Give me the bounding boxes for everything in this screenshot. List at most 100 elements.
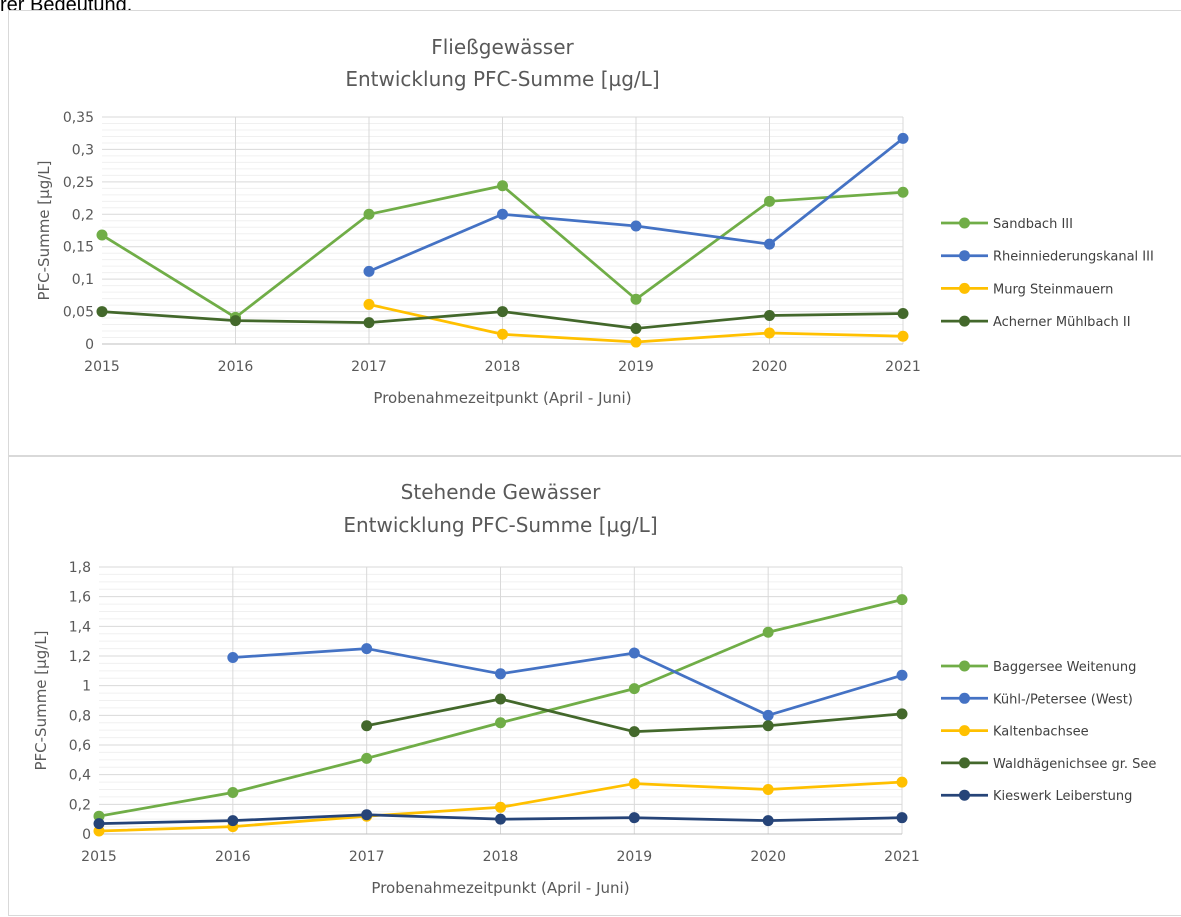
data-point: [497, 306, 508, 318]
x-tick-label: 2018: [483, 849, 519, 865]
series-5: [93, 809, 908, 830]
chart-title: Stehende Gewässer: [401, 480, 601, 504]
data-point: [764, 238, 775, 250]
data-point: [495, 813, 506, 825]
data-point: [628, 647, 640, 659]
y-tick-label: 1,2: [69, 649, 91, 665]
x-tick-label: 2016: [215, 849, 251, 865]
legend-marker: [959, 757, 970, 769]
data-point: [495, 801, 506, 813]
data-point: [96, 229, 108, 241]
legend-entry: Baggersee Weitenung: [941, 660, 1136, 675]
data-point: [628, 683, 640, 695]
legend-label: Acherner Mühlbach II: [993, 315, 1131, 330]
legend-label: Kaltenbachsee: [993, 725, 1089, 740]
data-point: [897, 330, 909, 342]
y-tick-label: 1,4: [69, 619, 91, 635]
chart-subtitle: Entwicklung PFC-Summe [µg/L]: [345, 67, 659, 91]
data-point: [764, 195, 775, 207]
data-point: [227, 815, 239, 827]
data-point: [363, 298, 375, 310]
chart-fliessgewaesser: Fließgewässer Entwicklung PFC-Summe [µg/L…: [35, 35, 1154, 407]
x-tick-label: 2015: [81, 849, 117, 865]
data-point: [93, 818, 105, 830]
x-tick-label: 2015: [84, 359, 120, 375]
legend-entry: Murg Steinmauern: [941, 282, 1113, 297]
y-tick-label: 0,2: [72, 207, 94, 223]
legend-marker: [959, 282, 970, 294]
data-point: [630, 293, 642, 305]
y-tick-label: 0,05: [63, 305, 94, 321]
legend-label: Baggersee Weitenung: [993, 660, 1136, 675]
data-point: [762, 815, 774, 827]
legend-marker: [959, 315, 970, 327]
data-point: [227, 651, 239, 663]
legend-entry: Kühl-/Petersee (West): [941, 692, 1133, 707]
data-point: [897, 186, 909, 198]
data-point: [896, 812, 908, 824]
legend-marker: [959, 725, 970, 737]
data-point: [762, 709, 774, 721]
chart-panel-fliessgewaesser: Fließgewässer Entwicklung PFC-Summe [µg/L…: [8, 10, 1181, 456]
x-tick-label: 2017: [351, 359, 387, 375]
series-3: [93, 776, 908, 837]
legend-label: Kühl-/Petersee (West): [993, 692, 1133, 707]
legend-marker: [959, 660, 970, 672]
y-tick-label: 0: [82, 827, 91, 843]
legend-entry: Rheinniederungskanal III: [941, 250, 1154, 265]
x-tick-label: 2020: [752, 359, 788, 375]
x-tick-label: 2020: [750, 849, 786, 865]
data-point: [230, 315, 241, 327]
data-point: [764, 327, 775, 339]
series-3: [363, 298, 909, 348]
legend-entry: Waldhägenichsee gr. See: [941, 757, 1156, 772]
data-point: [762, 784, 774, 795]
data-point: [630, 220, 642, 232]
y-tick-label: 0,15: [63, 240, 94, 256]
data-point: [363, 265, 375, 277]
series-2: [227, 643, 908, 721]
data-point: [896, 708, 908, 720]
legend-marker: [959, 789, 970, 801]
data-point: [96, 306, 108, 318]
x-tick-label: 2019: [618, 359, 654, 375]
legend-label: Rheinniederungskanal III: [993, 250, 1154, 265]
data-point: [628, 726, 640, 738]
data-point: [361, 643, 373, 655]
y-tick-label: 0,35: [63, 110, 94, 126]
y-tick-label: 0: [85, 337, 94, 353]
y-tick-label: 0,6: [69, 738, 91, 754]
data-point: [495, 717, 506, 729]
x-axis-label: Probenahmezeitpunkt (April - Juni): [371, 879, 629, 897]
data-point: [497, 328, 508, 340]
data-point: [896, 669, 908, 681]
y-tick-label: 0,4: [69, 768, 91, 784]
data-point: [363, 317, 375, 329]
data-point: [762, 720, 774, 732]
data-point: [896, 594, 908, 606]
y-axis-label: PFC-Summe [µg/L]: [35, 161, 53, 301]
y-tick-label: 0,8: [69, 708, 91, 724]
data-point: [764, 309, 775, 321]
legend-marker: [959, 692, 970, 704]
data-point: [363, 208, 375, 220]
legend-label: Murg Steinmauern: [993, 282, 1113, 297]
legend-entry: Kaltenbachsee: [941, 725, 1089, 740]
data-point: [897, 308, 909, 320]
x-tick-label: 2021: [884, 849, 920, 865]
data-point: [630, 322, 642, 334]
legend-label: Sandbach III: [993, 217, 1073, 232]
data-point: [495, 693, 506, 705]
series-4: [96, 306, 909, 334]
x-axis-label: Probenahmezeitpunkt (April - Juni): [373, 389, 631, 407]
data-point: [497, 208, 508, 220]
series-4: [361, 693, 908, 738]
chart-panel-stehende-gewaesser: Stehende Gewässer Entwicklung PFC-Summe […: [8, 456, 1181, 916]
legend-entry: Kieswerk Leiberstung: [941, 789, 1132, 804]
data-point: [630, 336, 642, 348]
data-point: [495, 668, 506, 680]
y-tick-label: 1,6: [69, 590, 91, 606]
data-point: [897, 132, 909, 144]
data-point: [628, 778, 640, 790]
x-tick-label: 2021: [885, 359, 921, 375]
